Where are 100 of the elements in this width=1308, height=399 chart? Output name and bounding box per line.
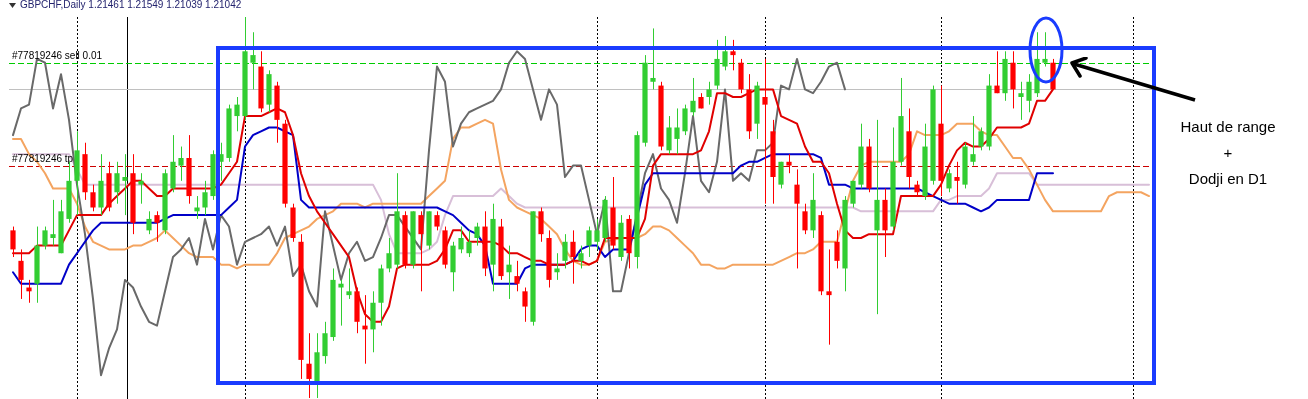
candlestick — [298, 233, 304, 380]
candlestick — [426, 210, 432, 250]
candlestick — [898, 77, 904, 167]
candlestick — [698, 92, 704, 109]
candlestick — [466, 229, 472, 258]
candlestick — [394, 172, 400, 269]
candlestick — [42, 226, 48, 250]
candlestick — [834, 229, 840, 269]
candlestick — [530, 210, 536, 327]
candlestick — [610, 176, 616, 250]
candlestick — [130, 153, 136, 235]
candlestick — [490, 203, 496, 292]
candlestick — [258, 50, 264, 113]
candlestick — [514, 260, 520, 292]
candlestick — [210, 149, 216, 201]
candlestick — [986, 73, 992, 151]
candlestick — [562, 233, 568, 269]
candlestick — [658, 81, 664, 151]
candlestick — [330, 267, 336, 342]
candlestick — [890, 126, 896, 231]
candlestick — [746, 73, 752, 140]
candlestick — [690, 77, 696, 117]
candlestick — [978, 126, 984, 151]
chart-title: GBPCHF,Daily 1.21461 1.21549 1.21039 1.21042 — [20, 0, 242, 10]
candlestick — [618, 214, 624, 262]
candlestick — [882, 187, 888, 258]
candlestick — [90, 184, 96, 212]
candlestick — [586, 226, 592, 258]
candlestick — [1018, 81, 1024, 121]
candlestick — [370, 290, 376, 353]
candlestick — [418, 210, 424, 292]
candlestick — [738, 58, 744, 94]
candlestick — [290, 203, 296, 243]
candlestick — [778, 161, 784, 189]
candlestick — [138, 172, 144, 205]
candlestick — [794, 168, 800, 269]
candlestick — [866, 138, 872, 193]
candlestick — [1026, 73, 1032, 113]
candlestick — [970, 115, 976, 167]
candlestick — [178, 146, 184, 182]
candlestick — [722, 35, 728, 71]
candlestick — [386, 237, 392, 273]
candlestick — [82, 142, 88, 201]
candlestick — [802, 203, 808, 235]
candlestick — [874, 119, 880, 315]
candlestick — [170, 134, 176, 193]
candlestick — [434, 210, 440, 231]
text: Haut de range + Dodji en D1 — [1179, 117, 1277, 189]
candlestick — [594, 218, 600, 250]
candlestick — [498, 218, 504, 281]
candlestick — [1042, 31, 1048, 68]
candlestick — [202, 180, 208, 216]
candlestick — [906, 107, 912, 189]
candlestick — [634, 130, 640, 269]
candlestick — [282, 119, 288, 208]
candlestick — [938, 85, 944, 197]
candlestick — [306, 332, 312, 399]
candlestick — [1002, 50, 1008, 102]
candlestick — [858, 123, 864, 189]
candlestick — [18, 248, 24, 300]
candlestick — [234, 96, 240, 132]
candlestick — [554, 252, 560, 281]
candlestick — [818, 210, 824, 296]
candlestick — [250, 31, 256, 90]
candlestick — [186, 134, 192, 205]
candlestick — [682, 104, 688, 136]
candlestick — [458, 226, 464, 254]
candlestick — [314, 332, 320, 399]
candlestick — [850, 180, 856, 208]
candlestick — [410, 210, 416, 269]
candlestick — [602, 195, 608, 243]
candlestick — [770, 119, 776, 205]
candlestick — [930, 85, 936, 186]
candlestick — [146, 210, 152, 235]
candlestick — [442, 226, 448, 269]
candlestick — [106, 161, 112, 212]
candlestick — [346, 267, 352, 300]
candlestick — [34, 226, 40, 304]
candlestick — [578, 245, 584, 269]
candlestick — [842, 195, 848, 292]
candlestick — [826, 248, 832, 346]
candlestick — [522, 287, 528, 323]
ref-line-label: #77819246 sell 0.01 — [12, 49, 103, 61]
candlestick — [946, 168, 952, 193]
candlestick — [154, 210, 160, 243]
candlestick — [378, 264, 384, 327]
candlestick — [570, 229, 576, 285]
candlestick — [922, 123, 928, 201]
candlestick — [74, 130, 80, 216]
candlestick — [674, 107, 680, 155]
candlestick — [266, 69, 272, 113]
candlestick — [666, 115, 672, 155]
candlestick — [402, 210, 408, 269]
candlestick — [754, 81, 760, 140]
candlestick — [226, 104, 232, 163]
candlestick — [450, 241, 456, 292]
candlestick — [730, 39, 736, 71]
candlestick — [10, 226, 16, 258]
candlestick — [810, 172, 816, 239]
candlestick — [354, 287, 360, 334]
